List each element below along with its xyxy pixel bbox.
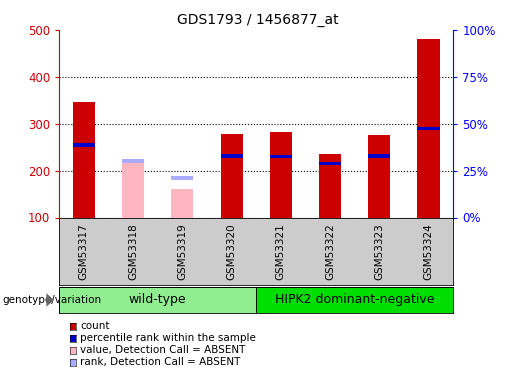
Bar (171, 176, 194, 180)
Text: GSM53322: GSM53322 (325, 223, 335, 280)
Bar (73, 102, 95, 217)
Text: GSM53320: GSM53320 (227, 223, 236, 279)
Text: HIPK2 dominant-negative: HIPK2 dominant-negative (275, 294, 435, 306)
Bar (368, 154, 390, 158)
Bar (122, 159, 144, 163)
Bar (368, 135, 390, 218)
Bar (418, 127, 440, 130)
Text: wild-type: wild-type (129, 294, 186, 306)
Text: GSM53319: GSM53319 (177, 223, 187, 280)
Text: GDS1793 / 1456877_at: GDS1793 / 1456877_at (177, 13, 338, 27)
Bar (270, 154, 292, 158)
Text: GSM53318: GSM53318 (128, 223, 138, 280)
Bar (73, 143, 95, 147)
Bar (122, 160, 144, 218)
Bar (319, 154, 341, 218)
Bar (270, 132, 292, 218)
Text: count: count (80, 321, 110, 331)
Bar (319, 162, 341, 165)
Text: percentile rank within the sample: percentile rank within the sample (80, 333, 256, 343)
Bar (256, 287, 453, 313)
Bar (171, 189, 194, 217)
Text: GSM53324: GSM53324 (423, 223, 434, 280)
Text: GSM53321: GSM53321 (276, 223, 286, 280)
Bar (220, 154, 243, 158)
Text: GSM53317: GSM53317 (79, 223, 89, 280)
Bar (220, 134, 243, 218)
Text: value, Detection Call = ABSENT: value, Detection Call = ABSENT (80, 345, 246, 355)
Bar (59, 287, 256, 313)
Text: rank, Detection Call = ABSENT: rank, Detection Call = ABSENT (80, 357, 241, 367)
Text: genotype/variation: genotype/variation (3, 295, 101, 305)
Text: GSM53323: GSM53323 (374, 223, 384, 280)
Bar (418, 39, 440, 218)
